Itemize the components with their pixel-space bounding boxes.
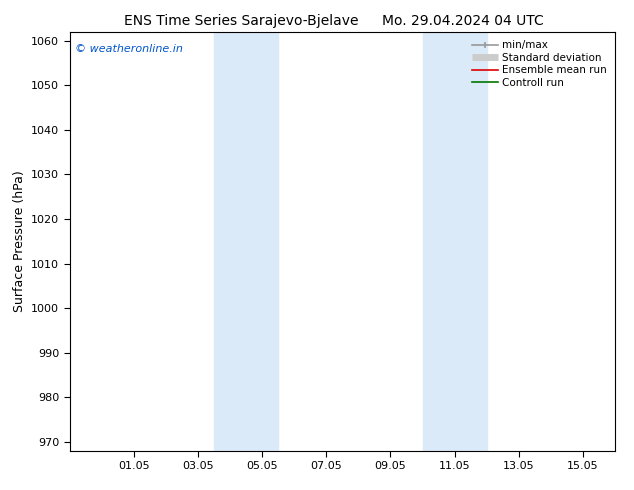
Bar: [214, 32, 278, 451]
Text: © weatheronline.in: © weatheronline.in: [75, 45, 183, 54]
Y-axis label: Surface Pressure (hPa): Surface Pressure (hPa): [13, 171, 25, 312]
Legend: min/max, Standard deviation, Ensemble mean run, Controll run: min/max, Standard deviation, Ensemble me…: [469, 37, 610, 91]
Text: Mo. 29.04.2024 04 UTC: Mo. 29.04.2024 04 UTC: [382, 14, 544, 28]
Bar: [422, 32, 487, 451]
Text: ENS Time Series Sarajevo-Bjelave: ENS Time Series Sarajevo-Bjelave: [124, 14, 358, 28]
